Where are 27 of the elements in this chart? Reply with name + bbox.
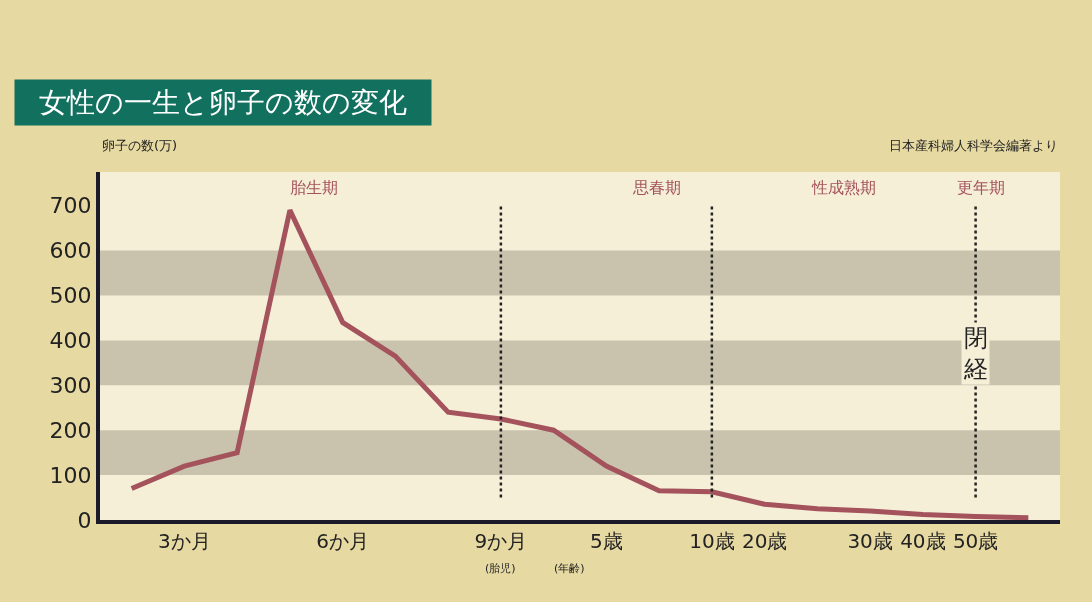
x-tick-label: 40歳: [900, 529, 946, 553]
x-tick-label: 30歳: [847, 529, 893, 553]
x-tick-label: 5歳: [590, 529, 623, 553]
chart-title: 女性の一生と卵子の数の変化: [21, 86, 425, 119]
x-tick-label: 3か月: [158, 529, 211, 553]
text: (胎児): [485, 562, 516, 575]
text: 日本産科婦人科学会編著より: [889, 138, 1058, 153]
y-tick-label: 0: [77, 507, 92, 533]
x-tick-label: 10歳: [689, 529, 735, 553]
y-tick-label: 200: [49, 417, 92, 443]
y-tick-label: 500: [49, 283, 92, 309]
y-axis-title: 卵子の数(万): [102, 138, 178, 153]
x-tick-label: 9か月: [474, 529, 528, 553]
ref-line-label: 閉経: [963, 324, 988, 384]
y-tick-label: 100: [49, 462, 92, 488]
y-tick-label: 600: [49, 238, 92, 264]
y-tick-label: 700: [49, 193, 92, 219]
annotation: 思春期: [632, 178, 681, 197]
text: (年齢): [554, 562, 585, 575]
annotation: 更年期: [957, 178, 1005, 197]
x-tick-label: 20歳: [741, 529, 788, 553]
y-tick-label: 300: [49, 372, 92, 398]
x-tick-label: 6か月: [316, 529, 370, 553]
annotation: 胎生期: [290, 178, 338, 197]
annotation: 性成熟期: [811, 178, 876, 197]
x-tick-label: 50歳: [952, 529, 999, 553]
y-tick-label: 400: [49, 328, 92, 354]
